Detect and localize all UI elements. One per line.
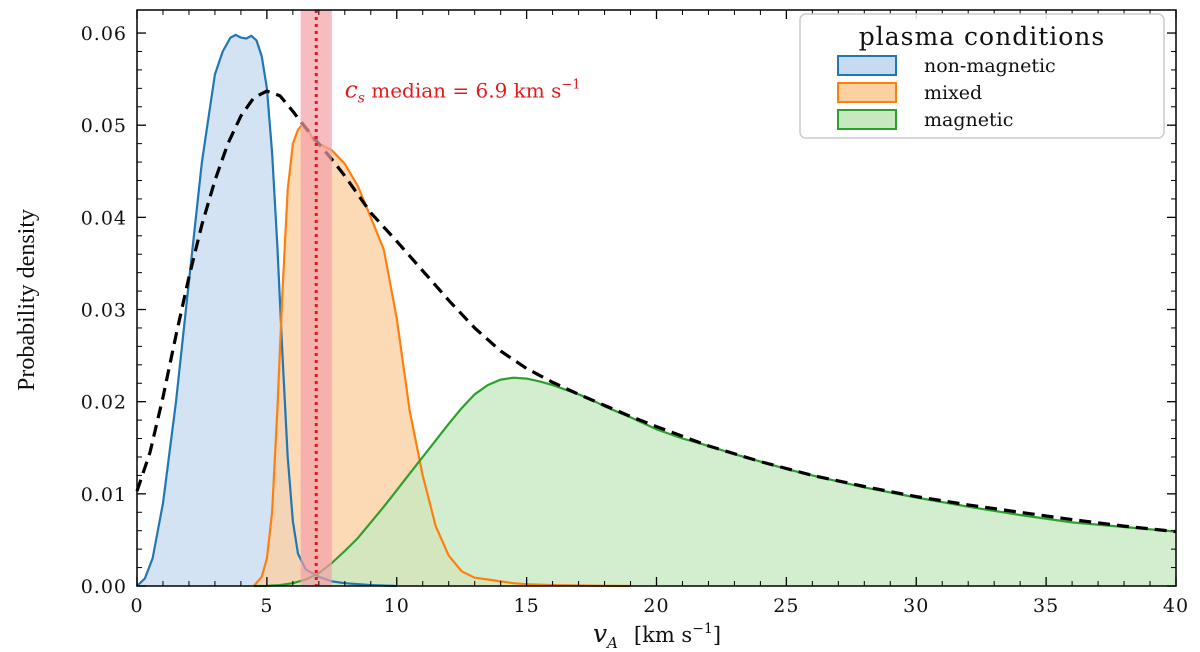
legend-label-mixed: mixed [924, 82, 982, 104]
x-tick-label: 20 [643, 595, 669, 617]
y-tick-label: 0.05 [81, 115, 127, 137]
y-tick-label: 0.00 [81, 576, 127, 598]
line-magnetic [253, 376, 1177, 588]
y-tick-label: 0.03 [81, 300, 127, 322]
x-tick-label: 30 [903, 595, 929, 617]
x-tick-label: 15 [514, 595, 540, 617]
x-axis-label: vA [km s−1] [593, 619, 721, 652]
x-tick-label: 25 [773, 595, 799, 617]
series-areas [137, 34, 1176, 587]
x-tick-label: 0 [130, 595, 143, 617]
annotation-subscript: s [358, 91, 365, 107]
annotation-text: median = 6.9 km s [365, 79, 562, 103]
axes: 0 5 10 15 20 25 30 35 40 0.00 0.01 0.02 0.03 0.04 0.05… [81, 9, 1189, 617]
area-mixed [253, 123, 631, 587]
line-mixed [253, 122, 631, 588]
annotation-symbol: c [345, 78, 358, 104]
legend-entries: non-magnetic mixed magnetic [837, 55, 1056, 131]
legend: plasma conditions non-magnetic mixed magne… [799, 13, 1165, 139]
reference-markers [300, 10, 332, 586]
legend-swatch-non-magnetic [837, 55, 897, 76]
legend-label-magnetic: magnetic [924, 109, 1013, 131]
y-tick-label: 0.04 [81, 207, 127, 229]
y-axis-label: Probability density [14, 209, 40, 391]
annotation-exponent: −1 [561, 78, 580, 93]
x-tick-label: 35 [1033, 595, 1059, 617]
area-magnetic [253, 377, 1176, 586]
y-tick-label: 0.02 [81, 392, 127, 414]
legend-frame [799, 13, 1165, 139]
legend-title: plasma conditions [859, 22, 1105, 51]
x-axis-unit: [km s [634, 623, 692, 647]
y-tick-label: 0.06 [81, 23, 127, 45]
x-axis-unit-exponent: −1 [692, 621, 713, 637]
x-axis-symbol: v [593, 619, 607, 648]
legend-label-non-magnetic: non-magnetic [924, 55, 1056, 77]
x-tick-label: 10 [384, 595, 410, 617]
x-tick-label: 40 [1163, 595, 1189, 617]
legend-swatch-magnetic [837, 109, 897, 130]
x-tick-label: 5 [260, 595, 273, 617]
y-tick-label: 0.01 [81, 484, 127, 506]
x-axis-subscript: A [605, 634, 618, 652]
median-annotation: cs median = 6.9 km s−1 [345, 78, 581, 107]
x-axis-unit-close: ] [713, 623, 721, 647]
legend-swatch-mixed [837, 82, 897, 103]
area-non-magnetic [137, 34, 397, 586]
line-fit [135, 89, 1177, 534]
